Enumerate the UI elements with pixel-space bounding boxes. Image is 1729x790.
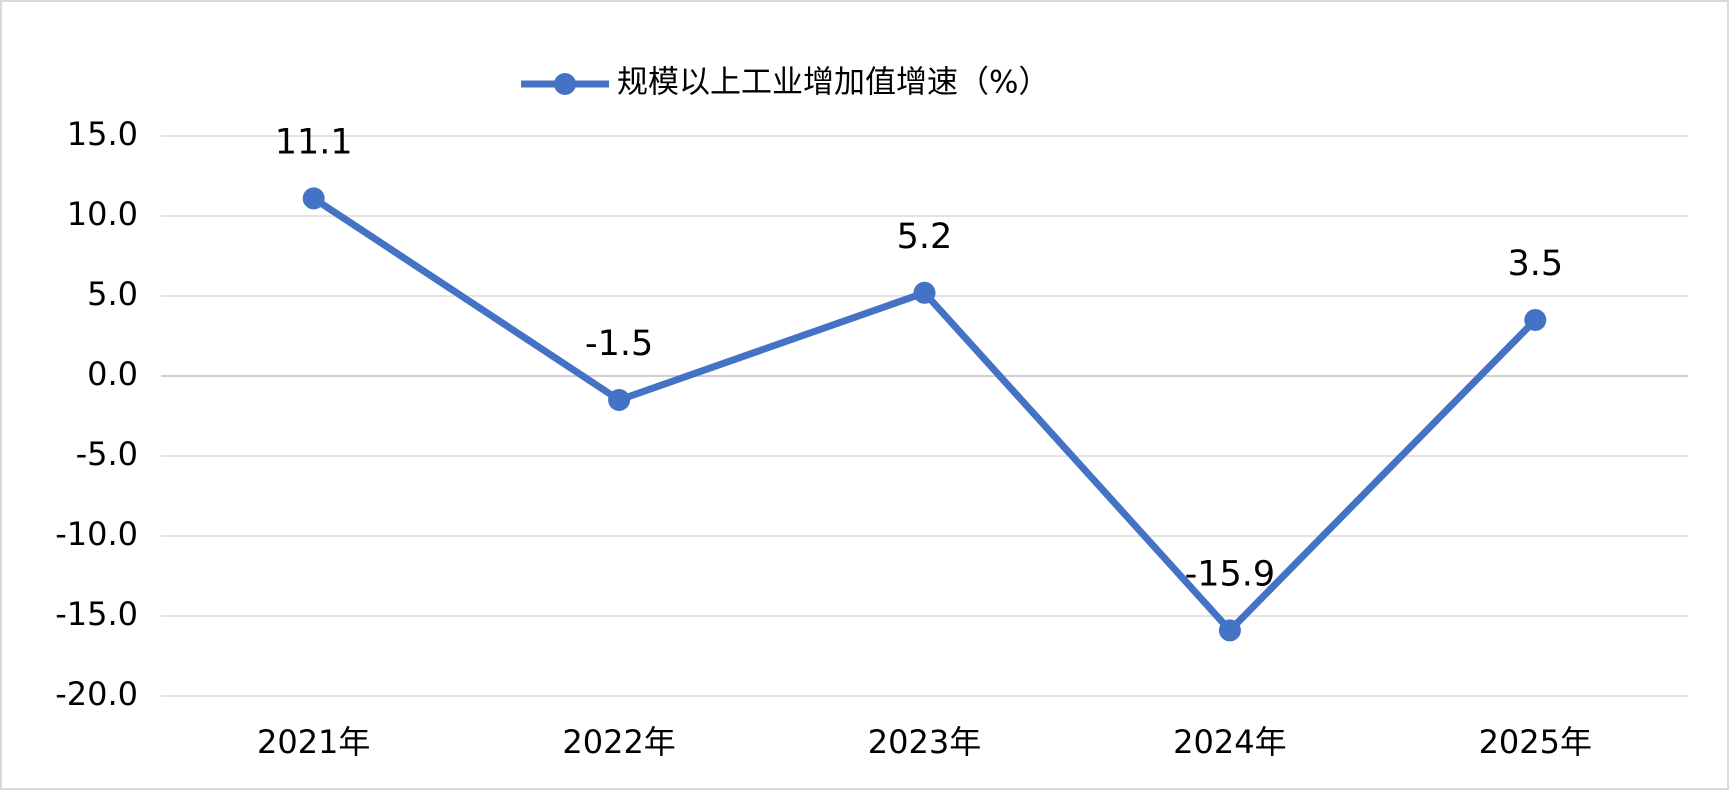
data-point <box>1524 309 1547 331</box>
y-tick-label: 5.0 <box>87 275 138 313</box>
x-tick-label: 2022年 <box>562 723 675 761</box>
y-tick-label: 0.0 <box>87 355 138 393</box>
data-point <box>302 187 325 210</box>
data-label: 5.2 <box>897 217 953 257</box>
y-tick-label: 15.0 <box>67 115 138 153</box>
x-tick-label: 2021年 <box>257 723 370 761</box>
data-label: -15.9 <box>1185 554 1276 594</box>
data-label: -1.5 <box>585 324 653 364</box>
y-tick-label: -10.0 <box>55 515 138 553</box>
legend-marker <box>554 73 576 95</box>
data-label: 11.1 <box>275 122 353 162</box>
data-point <box>608 389 631 411</box>
y-tick-label: -20.0 <box>55 675 138 713</box>
data-label: 3.5 <box>1507 244 1563 284</box>
y-tick-label: 10.0 <box>67 195 138 233</box>
data-point <box>913 281 936 304</box>
legend-label: 规模以上工业增加值增速（%） <box>617 65 1049 101</box>
data-point <box>1218 619 1241 642</box>
x-tick-label: 2025年 <box>1479 723 1592 761</box>
x-tick-label: 2024年 <box>1173 723 1286 761</box>
y-tick-label: -15.0 <box>55 595 138 633</box>
y-tick-label: -5.0 <box>76 435 138 473</box>
x-tick-label: 2023年 <box>868 723 981 761</box>
